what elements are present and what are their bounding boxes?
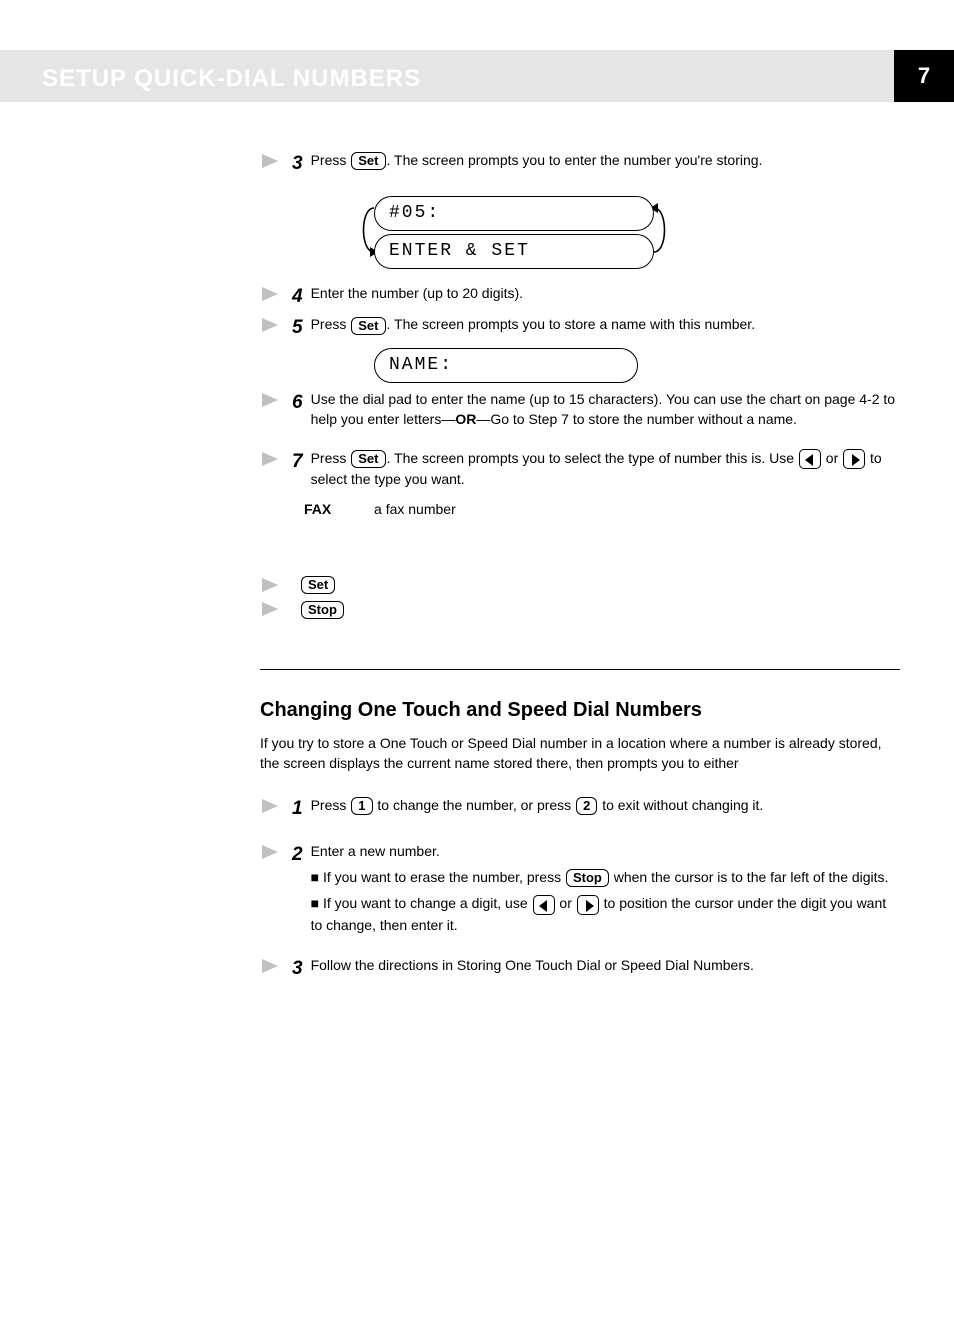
step-text: Press Set. The screen prompts you to sel…: [311, 448, 900, 490]
step-9: Stop: [260, 598, 900, 618]
step-arrow-icon: [260, 391, 280, 409]
step-number: 1: [292, 795, 303, 823]
step-text: Press 1 to change the number, or press 2…: [311, 795, 900, 815]
step-text: Press Set. The screen prompts you to sto…: [311, 314, 900, 334]
set-button[interactable]: Set: [351, 450, 385, 468]
section-divider: [260, 669, 900, 670]
step-number: 3: [292, 150, 303, 178]
stop-button[interactable]: Stop: [566, 869, 609, 887]
step-number: 5: [292, 314, 303, 342]
lcd-line-1: #05:: [374, 196, 654, 231]
step-6: 6 Use the dial pad to enter the name (up…: [260, 389, 900, 430]
chapter-tab: 7: [894, 50, 954, 102]
step-arrow-icon: [260, 152, 280, 170]
step-text: Follow the directions in Storing One Tou…: [311, 955, 900, 975]
main-content: 3 Press Set. The screen prompts you to e…: [0, 102, 954, 1046]
step-text: Stop: [300, 598, 900, 618]
step-arrow-icon: [260, 316, 280, 334]
digit-2-button[interactable]: 2: [576, 797, 597, 815]
section-title: Changing One Touch and Speed Dial Number…: [260, 696, 900, 725]
step-8: Set: [260, 574, 900, 594]
lcd-display-name: NAME:: [374, 348, 900, 383]
set-button[interactable]: Set: [351, 317, 385, 335]
step-number: 3: [292, 955, 303, 983]
right-arrow-button[interactable]: [577, 895, 599, 915]
step-arrow-icon: [260, 797, 280, 815]
changing-step-3: 3 Follow the directions in Storing One T…: [260, 955, 900, 983]
step-arrow-icon: [260, 957, 280, 975]
stop-button[interactable]: Stop: [301, 601, 344, 619]
header-bar: SETUP QUICK-DIAL NUMBERS 7: [0, 50, 954, 102]
left-arrow-button[interactable]: [533, 895, 555, 915]
step-number: 7: [292, 448, 303, 476]
lcd-line-2: ENTER & SET: [374, 234, 654, 269]
step-5: 5 Press Set. The screen prompts you to s…: [260, 314, 900, 342]
left-arrow-button[interactable]: [799, 449, 821, 469]
lcd-display: #05: ENTER & SET: [374, 196, 654, 269]
step-arrow-icon: [260, 285, 280, 303]
step-text: Use the dial pad to enter the name (up t…: [311, 389, 900, 430]
option-list: FAX a fax number: [304, 499, 900, 560]
changing-step-2: 2 Enter a new number. ■ If you want to e…: [260, 841, 900, 937]
step-arrow-icon: [260, 576, 280, 594]
page-header-title: SETUP QUICK-DIAL NUMBERS: [0, 50, 954, 97]
digit-1-button[interactable]: 1: [351, 797, 372, 815]
section-intro: If you try to store a One Touch or Speed…: [260, 733, 900, 774]
right-arrow-button[interactable]: [843, 449, 865, 469]
step-number: 4: [292, 283, 303, 311]
step-arrow-icon: [260, 450, 280, 468]
set-button[interactable]: Set: [301, 576, 335, 594]
step-arrow-icon: [260, 843, 280, 861]
step-7: 7 Press Set. The screen prompts you to s…: [260, 448, 900, 490]
step-4: 4 Enter the number (up to 20 digits).: [260, 283, 900, 311]
changing-step-1: 1 Press 1 to change the number, or press…: [260, 795, 900, 823]
step-text: Press Set. The screen prompts you to ent…: [311, 150, 900, 170]
step-text: Set: [300, 574, 900, 594]
step-3: 3 Press Set. The screen prompts you to e…: [260, 150, 900, 178]
step-text: Enter a new number. ■ If you want to era…: [311, 841, 900, 937]
step-arrow-icon: [260, 600, 280, 618]
set-button[interactable]: Set: [351, 152, 385, 170]
lcd-name-line: NAME:: [374, 348, 638, 383]
step-number: 2: [292, 841, 303, 869]
step-text: Enter the number (up to 20 digits).: [311, 283, 900, 303]
step-number: 6: [292, 389, 303, 417]
